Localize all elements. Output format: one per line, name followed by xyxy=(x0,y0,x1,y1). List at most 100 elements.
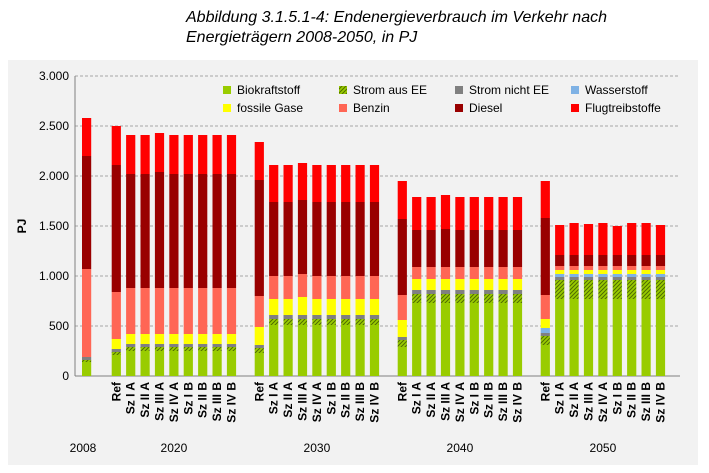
bar-2020-sz-ii-b-diesel xyxy=(198,174,208,288)
bar-2030-sz-iv-a-strom-aus-ee xyxy=(312,319,322,325)
x-category-label-2050-sz-i-a: Sz I A xyxy=(553,382,567,415)
x-category-label-2020-sz-iv-b: Sz IV B xyxy=(225,382,239,423)
bar-2020-sz-i-b-biokraftstoff xyxy=(183,351,193,376)
bar-2050-sz-iv-a-wasserstoff xyxy=(598,274,608,277)
bar-2020-sz-i-a-flugtreibstoffe xyxy=(126,135,136,174)
bar-2040-sz-iii-b-flugtreibstoffe xyxy=(498,197,508,230)
legend-label-diesel: Diesel xyxy=(469,101,502,115)
legend-label-flugtreibstoffe: Flugtreibstoffe xyxy=(585,101,661,115)
bar-2040-sz-ii-a-biokraftstoff xyxy=(426,303,436,376)
bar-2030-sz-iii-a-diesel xyxy=(297,200,308,274)
x-category-label-2030-sz-iii-a: Sz III A xyxy=(296,382,310,421)
legend-swatch-wasserstoff xyxy=(571,86,579,94)
bar-2030-sz-iii-b-strom-aus-ee xyxy=(355,319,365,325)
bar-2030-sz-i-a-fossile-gase xyxy=(269,299,279,315)
x-category-label-2030-sz-ii-a: Sz II A xyxy=(281,382,295,418)
bar-2020-sz-iii-b-diesel xyxy=(212,174,222,288)
legend-label-strom-nicht-ee: Strom nicht EE xyxy=(469,83,549,97)
x-category-label-2020-sz-i-b: Sz I B xyxy=(181,382,195,415)
bar-2030-sz-iii-b-fossile-gase xyxy=(355,299,365,315)
figure-title-line1: Abbildung 3.1.5.1-4: Endenergieverbrauch… xyxy=(186,9,607,26)
bar-2030-sz-i-a-strom-nicht-ee xyxy=(269,315,279,319)
bar-2030-sz-iii-a-flugtreibstoffe xyxy=(297,163,308,200)
bar-2020-sz-iii-a-benzin xyxy=(154,288,165,334)
bar-2020-sz-iv-b-biokraftstoff xyxy=(226,351,237,376)
bar-2050-sz-i-b-benzin xyxy=(612,266,622,270)
legend-swatch-flugtreibstoffe xyxy=(571,104,579,112)
bar-2020-sz-ii-a-diesel xyxy=(140,174,150,288)
bar-2030-sz-i-b-diesel xyxy=(326,202,336,276)
bar-2030-ref-strom-nicht-ee xyxy=(254,345,264,348)
bar-2040-ref-benzin xyxy=(397,295,407,320)
y-tick-label-1500: 1.500 xyxy=(39,219,69,233)
bar-2050-sz-iv-b-biokraftstoff xyxy=(655,299,666,376)
bar-2040-sz-iii-a-strom-aus-ee xyxy=(440,294,451,303)
bar-2040-ref-diesel xyxy=(397,219,407,295)
x-group-label-2020: 2020 xyxy=(161,441,188,455)
bar-2050-sz-ii-b-diesel xyxy=(627,255,637,266)
bar-2020-ref-strom-aus-ee xyxy=(111,352,121,355)
bar-2020-sz-ii-a-flugtreibstoffe xyxy=(140,135,150,174)
bar-2050-sz-iv-a-diesel xyxy=(598,255,608,266)
x-category-label-2030-sz-i-b: Sz I B xyxy=(324,382,338,415)
bar-2040-sz-iv-a-strom-nicht-ee xyxy=(455,290,465,294)
x-group-label-2050: 2050 xyxy=(590,441,617,455)
bar-2030-sz-iv-a-strom-nicht-ee xyxy=(312,315,322,319)
bar-2020-sz-iv-b-strom-aus-ee xyxy=(226,347,237,351)
bar-2040-sz-ii-b-diesel xyxy=(484,230,494,267)
bar-2050-ref-wasserstoff xyxy=(540,328,550,333)
bar-2040-sz-i-a-strom-aus-ee xyxy=(412,294,422,303)
bar-2040-sz-i-a-biokraftstoff xyxy=(412,303,422,376)
bar-2040-sz-ii-a-fossile-gase xyxy=(426,279,436,290)
bar-2040-sz-iii-b-biokraftstoff xyxy=(498,303,508,376)
bar-2030-sz-i-b-strom-aus-ee xyxy=(326,319,336,325)
bar-2030-sz-iii-b-flugtreibstoffe xyxy=(355,165,365,202)
bar-2050-sz-ii-a-flugtreibstoffe xyxy=(569,223,579,255)
bar-2050-sz-iv-a-fossile-gase xyxy=(598,270,608,274)
bar-2030-sz-iii-b-biokraftstoff xyxy=(355,325,365,376)
bar-2030-sz-iii-a-strom-aus-ee xyxy=(297,319,308,325)
x-category-label-2030-sz-iv-b: Sz IV B xyxy=(368,382,382,423)
bar-2020-sz-iv-b-fossile-gase xyxy=(226,334,237,344)
bar-2040-sz-i-a-benzin xyxy=(412,267,422,279)
bar-2020-sz-i-b-fossile-gase xyxy=(183,334,193,344)
bar-2030-sz-ii-b-strom-nicht-ee xyxy=(341,315,351,319)
bar-2050-ref-benzin xyxy=(540,295,550,319)
bar-2030-sz-iv-b-benzin xyxy=(369,276,380,299)
bar-2030-ref-benzin xyxy=(254,296,264,327)
bar-2040-sz-i-a-diesel xyxy=(412,230,422,267)
legend-swatch-strom-nicht-ee xyxy=(455,86,463,94)
x-category-label-2030-ref: Ref xyxy=(252,381,266,401)
bar-2030-sz-iv-b-diesel xyxy=(369,202,380,276)
bar-2050-ref-fossile-gase xyxy=(540,319,550,328)
x-category-label-2020-sz-iii-b: Sz III B xyxy=(210,382,224,422)
bar-2050-sz-i-a-strom-aus-ee xyxy=(555,280,565,299)
bar-2030-sz-iv-a-diesel xyxy=(312,202,322,276)
bar-2020-sz-iii-b-strom-nicht-ee xyxy=(212,344,222,347)
bar-2030-sz-iv-b-flugtreibstoffe xyxy=(369,165,380,202)
x-category-label-2040-sz-ii-a: Sz II A xyxy=(424,382,438,418)
bar-2040-sz-ii-b-fossile-gase xyxy=(484,279,494,290)
bar-2020-sz-i-b-strom-nicht-ee xyxy=(183,344,193,347)
bar-2040-sz-iv-a-fossile-gase xyxy=(455,279,465,290)
y-tick-label-3000: 3.000 xyxy=(39,69,69,83)
bar-2050-sz-iv-b-strom-aus-ee xyxy=(655,280,666,299)
x-group-label-2008: 2008 xyxy=(70,441,97,455)
bar-2030-sz-iii-b-benzin xyxy=(355,276,365,299)
bar-2030-sz-iv-a-flugtreibstoffe xyxy=(312,165,322,202)
legend-swatch-strom-aus-ee xyxy=(339,86,347,94)
bar-2040-sz-iii-a-fossile-gase xyxy=(440,279,451,290)
bar-2040-sz-ii-b-strom-aus-ee xyxy=(484,294,494,303)
bar-2050-sz-iv-b-fossile-gase xyxy=(655,270,666,274)
bar-2030-sz-ii-b-diesel xyxy=(341,202,351,276)
bar-2050-sz-ii-a-wasserstoff xyxy=(569,274,579,277)
bar-2008-value-strom-nicht-ee xyxy=(82,357,92,360)
bar-2050-sz-ii-b-benzin xyxy=(627,266,637,270)
bar-2040-sz-iv-b-biokraftstoff xyxy=(512,303,523,376)
bar-2040-sz-iii-b-strom-nicht-ee xyxy=(498,290,508,294)
bar-2030-sz-i-a-biokraftstoff xyxy=(269,325,279,376)
bar-2050-sz-i-a-strom-nicht-ee xyxy=(555,277,565,280)
bar-2040-sz-ii-a-strom-nicht-ee xyxy=(426,290,436,294)
bar-2050-sz-iii-b-flugtreibstoffe xyxy=(641,223,651,255)
